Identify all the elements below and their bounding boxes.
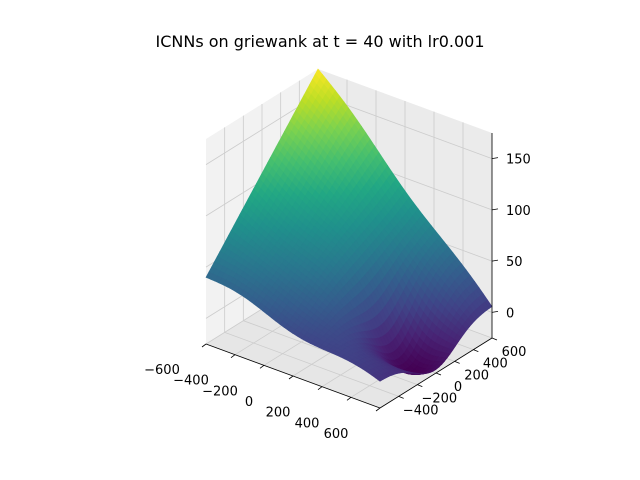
z-tick-label: 150: [506, 153, 531, 168]
x-tick-label: 200: [266, 406, 291, 421]
z-tick-label: 0: [506, 306, 514, 321]
z-tick: [491, 310, 499, 313]
x-tick-label: −200: [202, 384, 238, 399]
z-tick: [491, 208, 499, 211]
surface-patch: [375, 375, 384, 382]
y-tick: [417, 384, 423, 388]
y-tick-label: −200: [421, 392, 457, 407]
x-tick-label: 400: [295, 416, 320, 431]
x-tick: [317, 386, 323, 390]
x-tick-label: 0: [245, 395, 253, 410]
x-tick: [259, 365, 265, 369]
z-tick-label: 50: [506, 255, 523, 270]
x-tick: [201, 343, 207, 348]
z-tick: [491, 157, 499, 160]
z-tick: [491, 259, 499, 262]
x-tick: [346, 397, 352, 401]
y-tick-label: 400: [483, 357, 508, 372]
y-tick: [398, 395, 404, 399]
x-tick: [375, 407, 381, 412]
y-tick: [435, 372, 442, 376]
y-tick-label: −400: [403, 403, 439, 418]
x-tick-label: 600: [324, 427, 349, 442]
y-grid-line: [224, 127, 399, 397]
chart-title: ICNNs on griewank at t = 40 with lr0.001: [155, 32, 485, 51]
y-tick: [473, 349, 479, 353]
x-tick-label: −400: [173, 374, 209, 389]
tick-labels: −600−400−2000200400600−400−2000200400600…: [144, 153, 531, 442]
y-tick-label: 200: [464, 368, 489, 383]
y-tick-label: 0: [454, 380, 462, 395]
surface-mesh: [205, 68, 493, 382]
tick-marks: [201, 157, 499, 412]
x-tick-label: −600: [144, 363, 180, 378]
z-tick-label: 100: [506, 204, 531, 219]
y-tick: [491, 337, 498, 341]
y-tick: [454, 360, 460, 364]
x-tick: [230, 354, 236, 358]
x-tick: [288, 375, 294, 380]
y-tick-label: 600: [502, 345, 527, 360]
